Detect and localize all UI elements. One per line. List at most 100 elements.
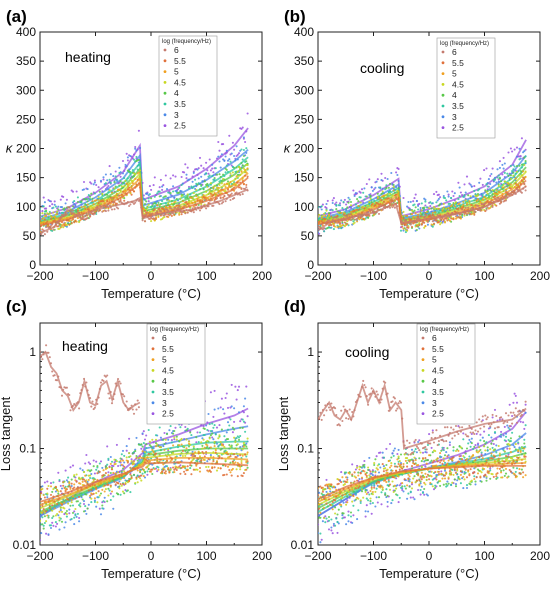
data-point — [428, 433, 431, 436]
data-point — [189, 464, 192, 467]
data-point — [58, 528, 61, 531]
data-point — [141, 468, 144, 471]
data-point — [234, 385, 237, 388]
data-point — [404, 219, 407, 222]
data-point — [474, 210, 477, 213]
data-point — [140, 443, 143, 446]
data-point — [167, 448, 170, 451]
data-point — [63, 224, 66, 227]
data-point — [91, 200, 94, 203]
data-point — [137, 171, 140, 174]
data-point — [415, 200, 418, 203]
data-point — [447, 193, 450, 196]
data-point — [246, 167, 249, 170]
data-point — [89, 494, 92, 497]
data-point — [441, 208, 444, 211]
data-point — [241, 426, 244, 429]
data-point — [429, 213, 432, 216]
data-point — [104, 472, 107, 475]
legend-item: 3.5 — [163, 99, 186, 109]
data-point — [76, 217, 79, 220]
data-point — [246, 112, 249, 115]
data-point — [448, 443, 451, 447]
data-point — [401, 488, 404, 492]
data-point — [164, 174, 167, 177]
data-point — [209, 434, 212, 437]
data-point — [119, 457, 122, 460]
data-point — [118, 184, 121, 187]
data-point — [128, 186, 131, 189]
data-point — [370, 512, 373, 515]
data-point — [515, 170, 519, 173]
data-point — [209, 454, 212, 457]
data-point — [170, 439, 173, 442]
data-point — [196, 183, 199, 186]
data-point — [107, 474, 110, 477]
data-point — [359, 201, 362, 204]
data-point — [217, 186, 220, 189]
data-point — [325, 202, 328, 206]
legend-marker — [151, 412, 155, 415]
data-point — [385, 187, 388, 190]
data-point — [180, 195, 183, 198]
data-point — [377, 496, 381, 499]
data-point — [184, 454, 187, 457]
data-point — [113, 463, 116, 466]
data-point — [246, 460, 249, 463]
data-point — [324, 521, 327, 524]
x-tick-label: 200 — [252, 549, 272, 563]
data-point — [237, 411, 241, 414]
legend-marker — [441, 83, 445, 86]
data-point — [184, 465, 187, 468]
data-point — [514, 177, 517, 180]
data-point — [412, 200, 415, 203]
data-point — [101, 476, 104, 479]
x-tick-label: 100 — [196, 269, 216, 283]
data-point — [419, 212, 422, 215]
data-point — [330, 518, 333, 521]
data-point — [409, 490, 412, 493]
y-tick-label: 300 — [16, 83, 36, 97]
data-point — [128, 204, 131, 208]
data-point — [142, 430, 145, 433]
data-point — [150, 452, 153, 455]
data-point — [167, 438, 170, 441]
data-point — [131, 452, 134, 455]
data-point — [348, 198, 351, 201]
data-point — [490, 454, 493, 457]
data-point — [517, 441, 520, 444]
data-point — [371, 470, 374, 473]
data-point — [71, 205, 75, 208]
data-point — [418, 457, 421, 460]
data-point — [191, 187, 194, 190]
data-point — [165, 188, 169, 191]
data-point — [219, 406, 222, 409]
data-point — [473, 185, 476, 188]
y-tick-label: 0.01 — [291, 538, 315, 552]
data-point — [382, 456, 385, 459]
data-point — [51, 490, 54, 493]
data-point — [464, 452, 467, 455]
data-point — [101, 210, 104, 213]
data-point — [462, 438, 465, 441]
data-point — [179, 208, 182, 211]
data-point — [213, 389, 216, 392]
data-point — [121, 467, 125, 470]
data-point — [380, 172, 383, 175]
data-point — [109, 498, 112, 502]
series-line — [40, 461, 249, 503]
data-point — [406, 224, 409, 227]
data-point — [172, 444, 175, 447]
data-point — [513, 446, 516, 449]
data-point — [215, 173, 219, 176]
data-point — [215, 460, 219, 463]
data-point — [462, 195, 465, 198]
data-point — [448, 441, 451, 444]
data-point — [430, 459, 433, 462]
data-point — [109, 181, 112, 184]
data-point — [63, 207, 66, 210]
data-point — [125, 449, 128, 452]
data-point — [74, 507, 77, 511]
data-point — [80, 488, 83, 491]
data-point — [80, 211, 83, 214]
